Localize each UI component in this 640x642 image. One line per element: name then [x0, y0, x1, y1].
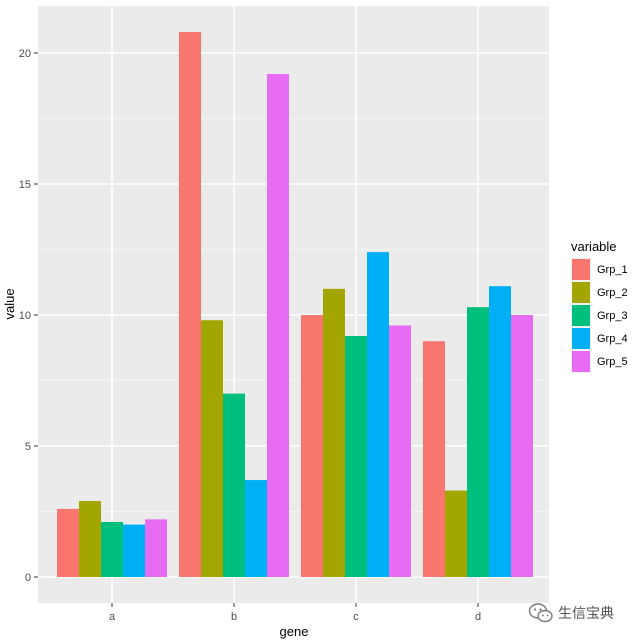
bar-Grp_1-d [423, 341, 445, 577]
bar-Grp_5-b [267, 73, 289, 578]
x-tick-label: b [231, 611, 237, 623]
legend-swatch-Grp_1 [572, 259, 590, 280]
legend-label-Grp_4: Grp_4 [597, 333, 628, 345]
bar-Grp_4-a [123, 524, 145, 577]
y-axis-title: value [2, 288, 17, 319]
bar-Grp_5-a [145, 519, 167, 577]
legend: variable Grp_1 Grp_2 Grp_3 Grp_4 Grp_5 [571, 239, 628, 373]
y-tick-label: 0 [25, 572, 31, 584]
bar-Grp_3-c [345, 335, 367, 577]
y-tick-label: 20 [19, 48, 31, 60]
bar-Grp_2-b [201, 320, 223, 577]
legend-label-Grp_2: Grp_2 [597, 287, 628, 299]
legend-label-Grp_3: Grp_3 [597, 310, 628, 322]
y-tick-label: 10 [19, 310, 31, 322]
bar-Grp_3-a [101, 521, 123, 577]
bar-Grp_2-a [79, 501, 101, 577]
watermark-text: 生信宝典 [558, 606, 614, 622]
wechat-icon [528, 603, 553, 623]
legend-swatch-Grp_2 [572, 282, 590, 303]
bar-Grp_2-c [323, 288, 345, 577]
bar-Grp_5-c [389, 325, 411, 577]
bar-Grp_2-d [445, 490, 467, 577]
bar-Grp_4-c [367, 252, 389, 577]
y-tick-label: 15 [19, 179, 31, 191]
bar-Grp_4-b [245, 480, 267, 577]
legend-label-Grp_5: Grp_5 [597, 356, 628, 368]
bar-Grp_4-d [489, 286, 511, 577]
bars [57, 32, 533, 578]
bar-Grp_1-c [301, 315, 323, 577]
y-tick-label: 5 [25, 441, 31, 453]
bar-Grp_3-d [467, 307, 489, 577]
legend-label-Grp_1: Grp_1 [597, 264, 628, 276]
legend-swatch-Grp_3 [572, 305, 590, 326]
bar-Grp_3-b [223, 393, 245, 577]
x-axis-title: gene [280, 624, 309, 639]
legend-title: variable [571, 239, 617, 254]
bar-Grp_1-a [57, 508, 79, 577]
bar-Grp_1-b [179, 32, 201, 578]
x-axis: a b c d [109, 603, 481, 623]
watermark: 生信宝典 [528, 600, 638, 626]
x-tick-label: c [353, 611, 359, 623]
legend-swatch-Grp_4 [572, 328, 590, 349]
y-axis: 0 5 10 15 20 [19, 48, 38, 584]
bar-Grp_5-d [511, 315, 533, 577]
legend-swatch-Grp_5 [572, 351, 590, 372]
x-tick-label: d [475, 611, 481, 623]
x-tick-label: a [109, 611, 116, 623]
